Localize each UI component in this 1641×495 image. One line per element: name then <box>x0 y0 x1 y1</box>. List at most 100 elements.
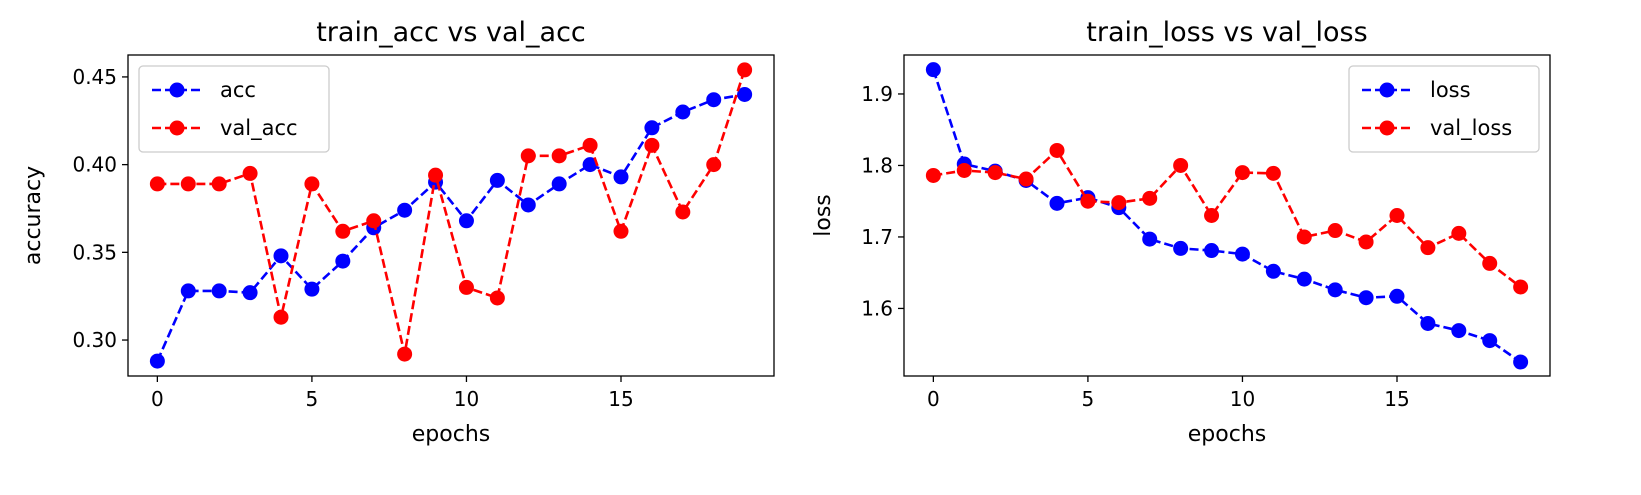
y-tick-label: 0.40 <box>72 153 117 177</box>
data-point-acc <box>644 120 660 136</box>
data-point-val_acc <box>613 223 629 239</box>
data-point-acc <box>675 104 691 120</box>
data-point-val_acc <box>582 137 598 153</box>
data-point-loss <box>1296 271 1312 287</box>
data-point-val_loss <box>956 162 972 178</box>
data-point-loss <box>1358 290 1374 306</box>
data-point-val_loss <box>1451 225 1467 241</box>
legend-box <box>138 65 330 153</box>
data-point-val_acc <box>706 157 722 173</box>
x-axis-label: epochs <box>1188 422 1266 447</box>
data-point-acc <box>335 253 351 269</box>
data-point-val_loss <box>1296 229 1312 245</box>
data-point-loss <box>1049 195 1065 211</box>
data-point-val_loss <box>1358 234 1374 250</box>
data-point-val_acc <box>366 213 382 229</box>
data-point-val_acc <box>551 148 567 164</box>
legend-marker-val_acc <box>169 120 185 136</box>
series-line-val_loss <box>933 148 1522 289</box>
data-point-val_loss <box>987 165 1003 181</box>
data-point-loss <box>1265 263 1281 279</box>
legend-box <box>1348 65 1540 153</box>
plot-frame <box>127 54 775 377</box>
x-tick-label: 5 <box>306 387 319 411</box>
data-point-acc <box>397 202 413 218</box>
y-tick-label: 0.30 <box>72 328 117 352</box>
data-point-val_acc <box>180 176 196 192</box>
data-point-acc <box>489 172 505 188</box>
data-point-loss <box>1204 243 1220 259</box>
y-tick-label: 1.9 <box>861 82 893 106</box>
data-point-val_loss <box>1173 157 1189 173</box>
data-point-acc <box>613 169 629 185</box>
data-point-val_loss <box>1049 142 1065 158</box>
data-point-val_loss <box>1142 190 1158 206</box>
legend-label-val_acc: val_acc <box>220 116 298 141</box>
series-line-acc <box>156 93 745 362</box>
y-tick-label: 0.35 <box>72 240 117 264</box>
data-point-val_loss <box>1234 165 1250 181</box>
x-tick-label: 5 <box>1082 387 1095 411</box>
data-point-acc <box>211 283 227 299</box>
data-point-val_acc <box>675 204 691 220</box>
data-point-val_acc <box>520 148 536 164</box>
data-point-val_loss <box>1482 255 1498 271</box>
data-point-acc <box>520 197 536 213</box>
data-point-loss <box>1327 282 1343 298</box>
data-point-acc <box>706 92 722 108</box>
data-point-val_acc <box>211 176 227 192</box>
data-point-loss <box>1513 354 1529 370</box>
data-point-val_acc <box>273 309 289 325</box>
data-point-loss <box>1389 288 1405 304</box>
data-point-loss <box>1482 333 1498 349</box>
x-tick-label: 10 <box>454 387 479 411</box>
data-point-loss <box>925 62 941 78</box>
legend: loss val_loss <box>1348 65 1540 153</box>
legend-marker-acc <box>169 82 185 98</box>
subplot-1: train_loss vs val_loss 0 5 10 15 1.6 1.7 1.8 1.9… <box>811 17 1551 447</box>
y-axis-label: loss <box>811 194 836 237</box>
data-point-acc <box>242 285 258 301</box>
data-point-val_loss <box>1111 195 1127 211</box>
data-point-val_loss <box>1265 165 1281 181</box>
data-point-val_acc <box>489 290 505 306</box>
y-tick-label: 1.6 <box>861 296 893 320</box>
series-line-val_acc <box>157 69 746 355</box>
data-point-val_acc <box>149 176 165 192</box>
data-point-val_loss <box>1389 208 1405 223</box>
x-axis-label: epochs <box>412 422 490 447</box>
data-point-loss <box>1234 246 1250 262</box>
data-point-val_acc <box>397 346 413 362</box>
x-tick-label: 15 <box>1384 387 1409 411</box>
data-point-val_acc <box>644 137 660 153</box>
data-point-acc <box>737 86 753 102</box>
chart-title: train_loss vs val_loss <box>1086 17 1367 48</box>
data-point-val_acc <box>737 62 753 78</box>
subplot-0: train_acc vs val_acc 0 5 10 15 0.30 0.35 0.40 0.… <box>21 17 775 447</box>
data-point-loss <box>1451 323 1467 339</box>
chart-title: train_acc vs val_acc <box>316 17 586 48</box>
y-tick-label: 1.7 <box>861 225 893 249</box>
data-point-loss <box>1173 240 1189 256</box>
y-tick-label: 0.45 <box>72 65 117 89</box>
data-point-acc <box>458 213 474 229</box>
legend-marker-loss <box>1379 82 1395 98</box>
data-point-val_loss <box>1080 193 1096 209</box>
data-point-loss <box>1420 315 1436 331</box>
data-point-val_loss <box>1420 240 1436 256</box>
data-point-val_loss <box>1327 223 1343 239</box>
data-point-val_acc <box>242 165 258 181</box>
data-point-acc <box>149 353 165 369</box>
data-point-val_acc <box>304 176 320 192</box>
data-point-val_loss <box>1018 171 1034 187</box>
plot-frame <box>903 54 1551 377</box>
data-point-acc <box>582 157 598 173</box>
y-axis-label: accuracy <box>21 166 46 265</box>
data-point-acc <box>304 281 320 297</box>
legend-label-val_loss: val_loss <box>1430 116 1512 141</box>
legend-label-acc: acc <box>220 78 256 102</box>
x-tick-label: 0 <box>151 387 164 411</box>
x-tick-label: 0 <box>927 387 940 411</box>
data-point-val_loss <box>925 167 941 183</box>
